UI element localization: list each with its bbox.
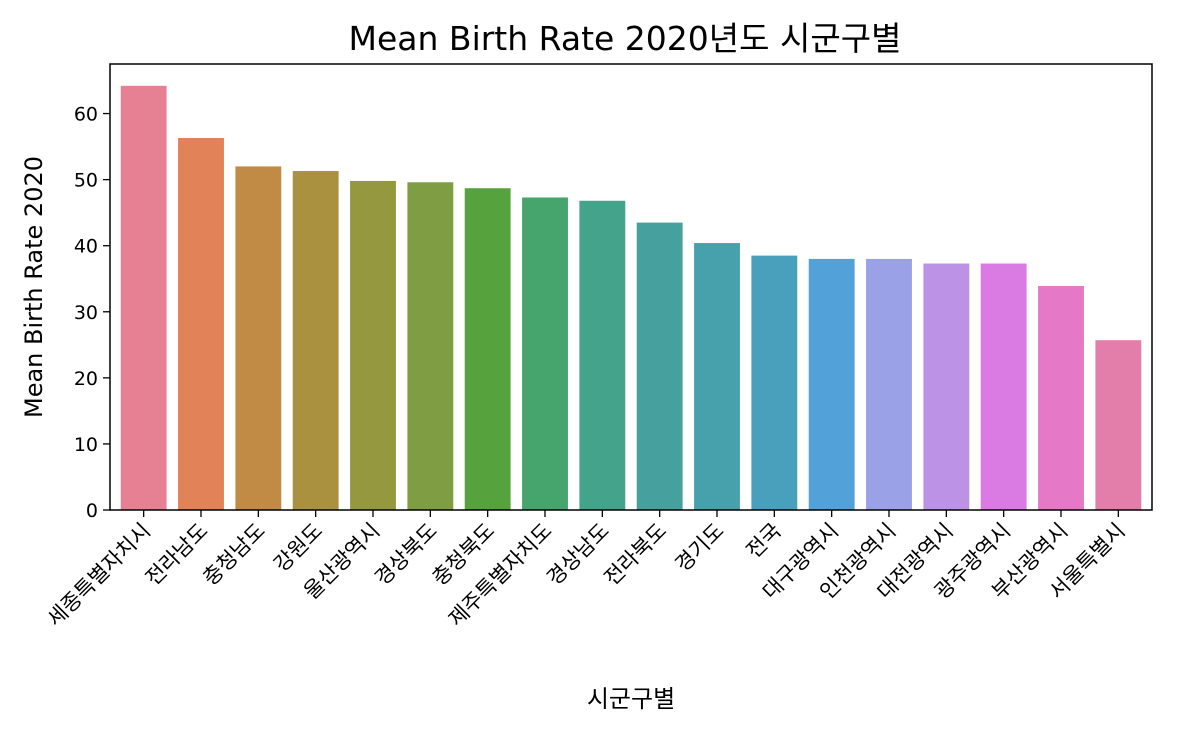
y-tick-label: 0 [86,500,98,522]
y-axis: 0 10 20 30 40 50 60 [74,104,110,522]
bar-17 [1038,286,1084,510]
bar-11 [694,243,740,510]
bar-16 [980,263,1027,510]
y-axis-label: Mean Birth Rate 2020 [20,156,48,418]
x-tick-label: 전라남도 [141,519,213,591]
x-tick-label: 경상북도 [370,519,442,591]
y-tick-label: 50 [74,170,98,192]
y-tick-label: 30 [74,302,98,324]
bar-15 [923,263,970,510]
bars-group [120,85,1142,511]
bar-10 [636,222,683,510]
y-tick-label: 20 [74,368,98,390]
x-tick-label: 경기도 [671,519,729,577]
bar-8 [522,197,568,510]
x-axis-label: 시군구별 [587,685,675,713]
bar-1 [120,85,167,511]
bar-14 [866,258,912,510]
bar-7 [464,188,511,510]
x-tick-label: 경상남도 [542,519,614,591]
x-tick-label: 제주특별자치도 [444,519,557,632]
x-tick-label: 충청남도 [198,519,270,591]
x-tick-label: 전국 [742,519,786,563]
plot-frame [109,63,1153,511]
x-tick-label: 세종특별자치시 [43,519,156,632]
bar-2 [178,138,224,510]
bar-18 [1095,340,1142,510]
bar-3 [235,166,282,510]
y-tick-label: 40 [74,236,98,258]
bar-12 [751,255,798,510]
bar-13 [808,258,855,510]
bar-6 [407,182,454,510]
bar-5 [350,180,396,510]
bar-9 [579,200,626,510]
chart-title: Mean Birth Rate 2020년도 시군구별 [349,19,902,58]
x-tick-label: 전라북도 [600,519,672,591]
y-tick-label: 10 [74,434,98,456]
y-tick-label: 60 [74,104,98,126]
bar-4 [292,171,339,511]
